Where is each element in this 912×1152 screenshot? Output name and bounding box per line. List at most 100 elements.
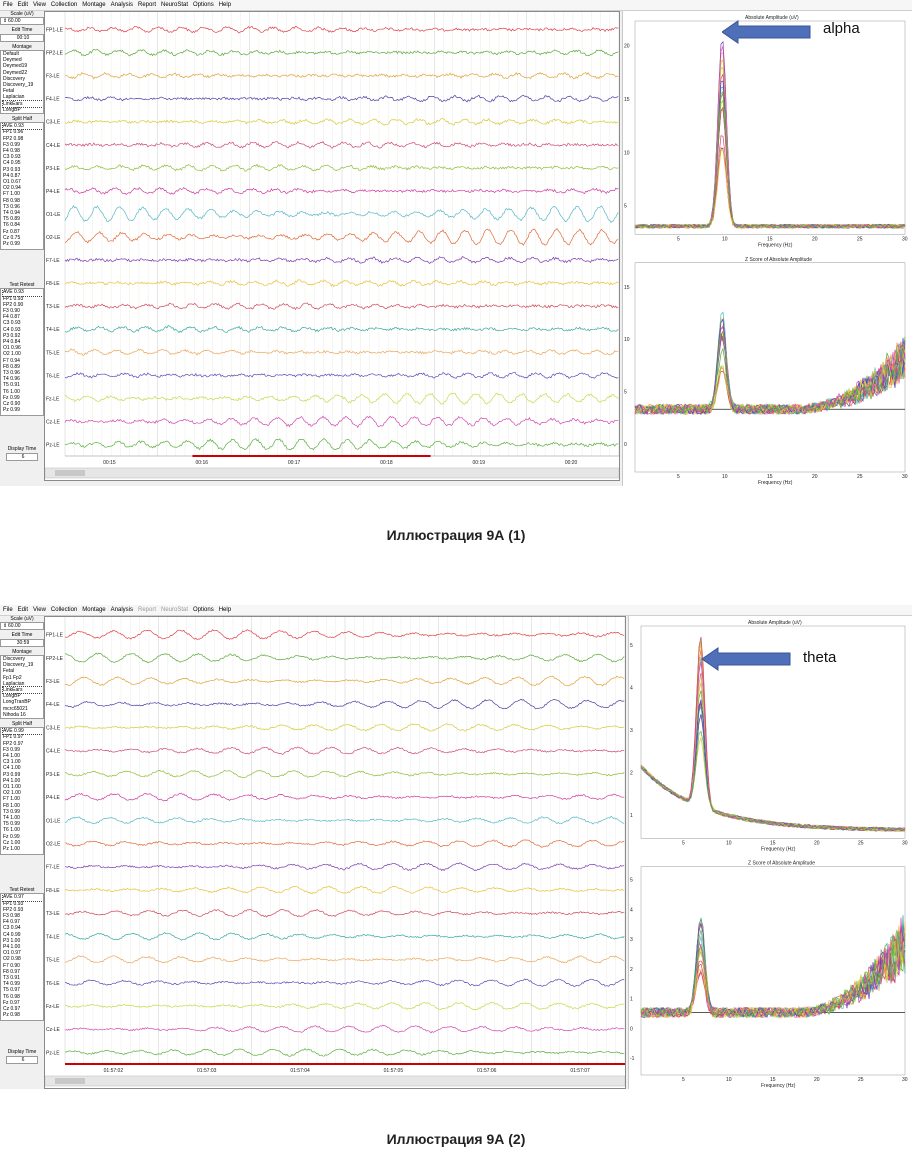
montage-item[interactable]: Discovery <box>3 75 25 82</box>
test-retest-item: O2 1.00 <box>3 351 21 358</box>
x-axis-label: Frequency (Hz) <box>758 480 793 486</box>
channel-label: F8-LE <box>46 888 60 894</box>
menu-options[interactable]: Options <box>193 2 214 8</box>
montage-item[interactable]: Deymed <box>3 57 22 64</box>
menu-analysis[interactable]: Analysis <box>110 2 133 8</box>
spectrum-curve <box>640 645 906 832</box>
scale-label: Scale (uV) <box>10 616 34 622</box>
y-tick-label: 5 <box>630 878 633 884</box>
test-retest-item: P4 1.00 <box>3 944 21 951</box>
spinner-arrows-icon[interactable]: ⇕ <box>3 623 8 630</box>
eeg-trace <box>64 839 625 848</box>
menu-edit[interactable]: Edit <box>17 2 29 8</box>
menu-edit[interactable]: Edit <box>17 607 29 613</box>
horizontal-scrollbar[interactable] <box>45 1075 625 1087</box>
montage-item[interactable]: Laplacian <box>3 94 25 101</box>
spectrum-curve <box>634 334 906 416</box>
x-tick-label: 25 <box>858 1077 864 1083</box>
menu-analysis[interactable]: Analysis <box>110 607 133 613</box>
menu-neurostat[interactable]: NeuroStat <box>161 2 189 8</box>
eeg-traces: FP1-LE FP2-LE F3-LE F4-LE C3-LE C4-LE P3-LE P4-… <box>45 12 619 479</box>
display-time-field[interactable]: 6 <box>6 452 38 461</box>
montage-item[interactable]: Fetal <box>3 668 15 675</box>
montage-item[interactable]: LongBP <box>3 693 21 700</box>
channel-label: F4-LE <box>46 97 60 103</box>
montage-list[interactable]: Default Deymed Deymed19 Deymed22 Discovery Di… <box>0 50 44 115</box>
montage-item[interactable]: LinkEars <box>2 99 43 108</box>
montage-item[interactable]: Fetal <box>3 88 15 95</box>
scale-spinner[interactable]: ⇕60.00 <box>0 622 44 631</box>
split-half-item: O2 0.94 <box>3 185 21 192</box>
montage-item[interactable]: Deymed19 <box>3 63 28 70</box>
spectrum-curve <box>634 86 906 229</box>
eeg-trace <box>64 1048 625 1057</box>
menu-file[interactable]: File <box>3 2 13 8</box>
montage-item[interactable]: LongBP <box>3 106 21 113</box>
eeg-trace <box>64 302 619 311</box>
montage-list[interactable]: Discovery Discovery_19 Fetal Fp1 Fp2 Laplaci… <box>0 655 44 720</box>
split-half-item: Cz 1.00 <box>3 839 21 846</box>
spinner-arrows-icon[interactable]: ⇕ <box>3 18 8 25</box>
scrollbar-thumb[interactable] <box>55 1078 85 1084</box>
montage-item[interactable]: Default <box>3 51 19 58</box>
menu-report[interactable]: Report <box>137 2 156 8</box>
spectrum-curve <box>640 922 906 1019</box>
eeg-trace-area[interactable]: FP1-LE FP2-LE F3-LE F4-LE C3-LE C4-LE P3-LE P4-… <box>44 11 620 481</box>
y-tick-label: 5 <box>630 643 633 649</box>
menu-view[interactable]: View <box>33 2 46 8</box>
montage-item[interactable]: mcrc65021 <box>3 705 28 712</box>
montage-item[interactable]: LinkEars <box>2 685 43 695</box>
spectrum-curve <box>640 736 906 832</box>
spectrum-curve <box>634 342 906 416</box>
edit-time-field[interactable]: 00:10 <box>0 33 44 42</box>
split-half-item: P4 1.00 <box>3 777 21 784</box>
split-half-item: C3 0.93 <box>3 154 21 161</box>
menu-collection[interactable]: Collection <box>50 607 78 613</box>
menu-neurostat[interactable]: NeuroStat <box>161 607 189 613</box>
menu-help[interactable]: Help <box>218 2 232 8</box>
menu-file[interactable]: File <box>3 607 13 613</box>
spectrum-curve <box>634 318 906 416</box>
montage-item[interactable]: Discovery <box>3 656 25 663</box>
menu-report[interactable]: Report <box>137 607 156 613</box>
eeg-trace-area[interactable]: FP1-LE FP2-LE F3-LE F4-LE C3-LE C4-LE P3-LE P4-… <box>44 616 626 1089</box>
split-half-item: F4 0.98 <box>3 148 20 155</box>
x-axis-label: Frequency (Hz) <box>758 242 793 248</box>
spectrum-panel: Absolute Amplitude (uV) 5 4 3 2 1 5 10 15 20 25 30 F… <box>628 616 912 1089</box>
montage-item[interactable]: Discovery_19 <box>3 82 34 89</box>
montage-item[interactable]: Deymed22 <box>3 69 28 76</box>
eeg-window-1: File Edit View Collection Montage Analysis Rep… <box>0 0 912 486</box>
split-half-item: O1 1.00 <box>3 784 21 791</box>
spectrum-plots: Absolute Amplitude (uV) 20 15 10 5 5 10 15 20 25 3… <box>624 15 908 486</box>
menu-help[interactable]: Help <box>218 607 232 613</box>
edit-time-field[interactable]: 30:59 <box>0 638 44 647</box>
test-retest-item: C3 0.93 <box>3 320 21 327</box>
left-control-panel: Scale (uV) ⇕60.00 Edit Time 30:59 Montag… <box>0 616 44 1089</box>
channel-label: P4-LE <box>46 189 61 195</box>
test-retest-item: T5 0.97 <box>3 987 20 994</box>
horizontal-scrollbar[interactable] <box>45 467 619 479</box>
menu-view[interactable]: View <box>33 607 46 613</box>
x-tick-label: 30 <box>902 840 908 846</box>
spectrum-curve <box>640 690 906 832</box>
eeg-trace <box>65 955 625 964</box>
montage-item[interactable]: Nihoda 16 <box>3 711 26 718</box>
edit-time-label: Edit Time <box>11 27 33 34</box>
test-retest-item: F7 0.94 <box>3 357 20 364</box>
montage-item[interactable]: LongTranBP <box>3 699 31 706</box>
scrollbar-thumb[interactable] <box>55 470 85 476</box>
montage-item[interactable]: Discovery_19 <box>3 662 34 669</box>
montage-item[interactable]: Laplacian <box>3 680 25 687</box>
display-time-field[interactable]: 6 <box>6 1055 38 1064</box>
menu-options[interactable]: Options <box>193 607 214 613</box>
montage-item[interactable]: Fp1 Fp2 <box>3 674 22 681</box>
channel-label: Fz-LE <box>46 1004 60 1010</box>
spectrum-curve <box>640 925 906 1019</box>
test-retest-item: Fz 0.97 <box>3 999 20 1006</box>
eeg-trace <box>64 978 625 987</box>
menu-montage[interactable]: Montage <box>82 607 106 613</box>
menu-montage[interactable]: Montage <box>82 2 106 8</box>
menu-collection[interactable]: Collection <box>50 2 78 8</box>
menu-bar: File Edit View Collection Montage Analysis Rep… <box>0 0 912 11</box>
scale-spinner[interactable]: ⇕60.00 <box>0 17 44 26</box>
